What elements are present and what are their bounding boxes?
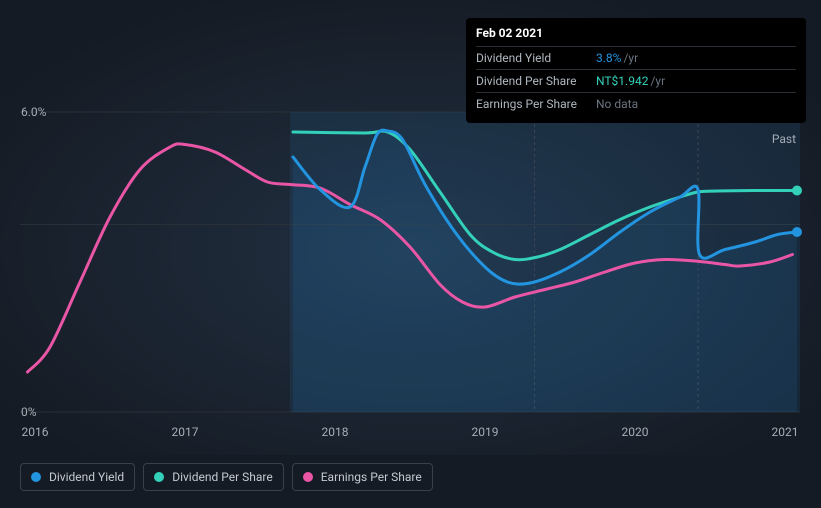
info-row: Earnings Per ShareNo data: [476, 92, 796, 115]
info-label: Earnings Per Share: [476, 97, 596, 111]
info-tooltip: Feb 02 2021 Dividend Yield3.8%/yrDividen…: [466, 18, 806, 123]
x-axis-label: 2020: [622, 425, 649, 439]
legend-item-dividend-yield[interactable]: Dividend Yield: [20, 463, 135, 491]
legend: Dividend Yield Dividend Per Share Earnings…: [20, 463, 433, 491]
info-row: Dividend Per ShareNT$1.942/yr: [476, 69, 796, 92]
legend-swatch: [154, 472, 164, 482]
info-value: NT$1.942/yr: [596, 74, 665, 88]
x-axis-label: 2018: [322, 425, 349, 439]
legend-label: Dividend Yield: [49, 470, 124, 484]
info-value: 3.8%/yr: [596, 51, 638, 65]
legend-label: Dividend Per Share: [172, 470, 273, 484]
info-row: Dividend Yield3.8%/yr: [476, 46, 796, 69]
y-axis-label: 6.0%: [21, 105, 46, 119]
x-axis-label: 2017: [172, 425, 199, 439]
legend-item-earnings-per-share[interactable]: Earnings Per Share: [292, 463, 433, 491]
past-label: Past: [772, 132, 796, 146]
x-axis-label: 2019: [472, 425, 499, 439]
info-label: Dividend Per Share: [476, 74, 596, 88]
y-axis-label: 0%: [21, 405, 37, 419]
info-value: No data: [596, 97, 638, 111]
legend-item-dividend-per-share[interactable]: Dividend Per Share: [143, 463, 284, 491]
info-label: Dividend Yield: [476, 51, 596, 65]
legend-label: Earnings Per Share: [321, 470, 422, 484]
x-axis-label: 2016: [22, 425, 49, 439]
x-axis-label: 2021: [772, 425, 799, 439]
dividend-chart: 6.0% 0% 2016 2017 2018 2019 2020 2021 Past Feb…: [0, 0, 821, 508]
legend-swatch: [303, 472, 313, 482]
info-date: Feb 02 2021: [476, 26, 796, 40]
legend-swatch: [31, 472, 41, 482]
